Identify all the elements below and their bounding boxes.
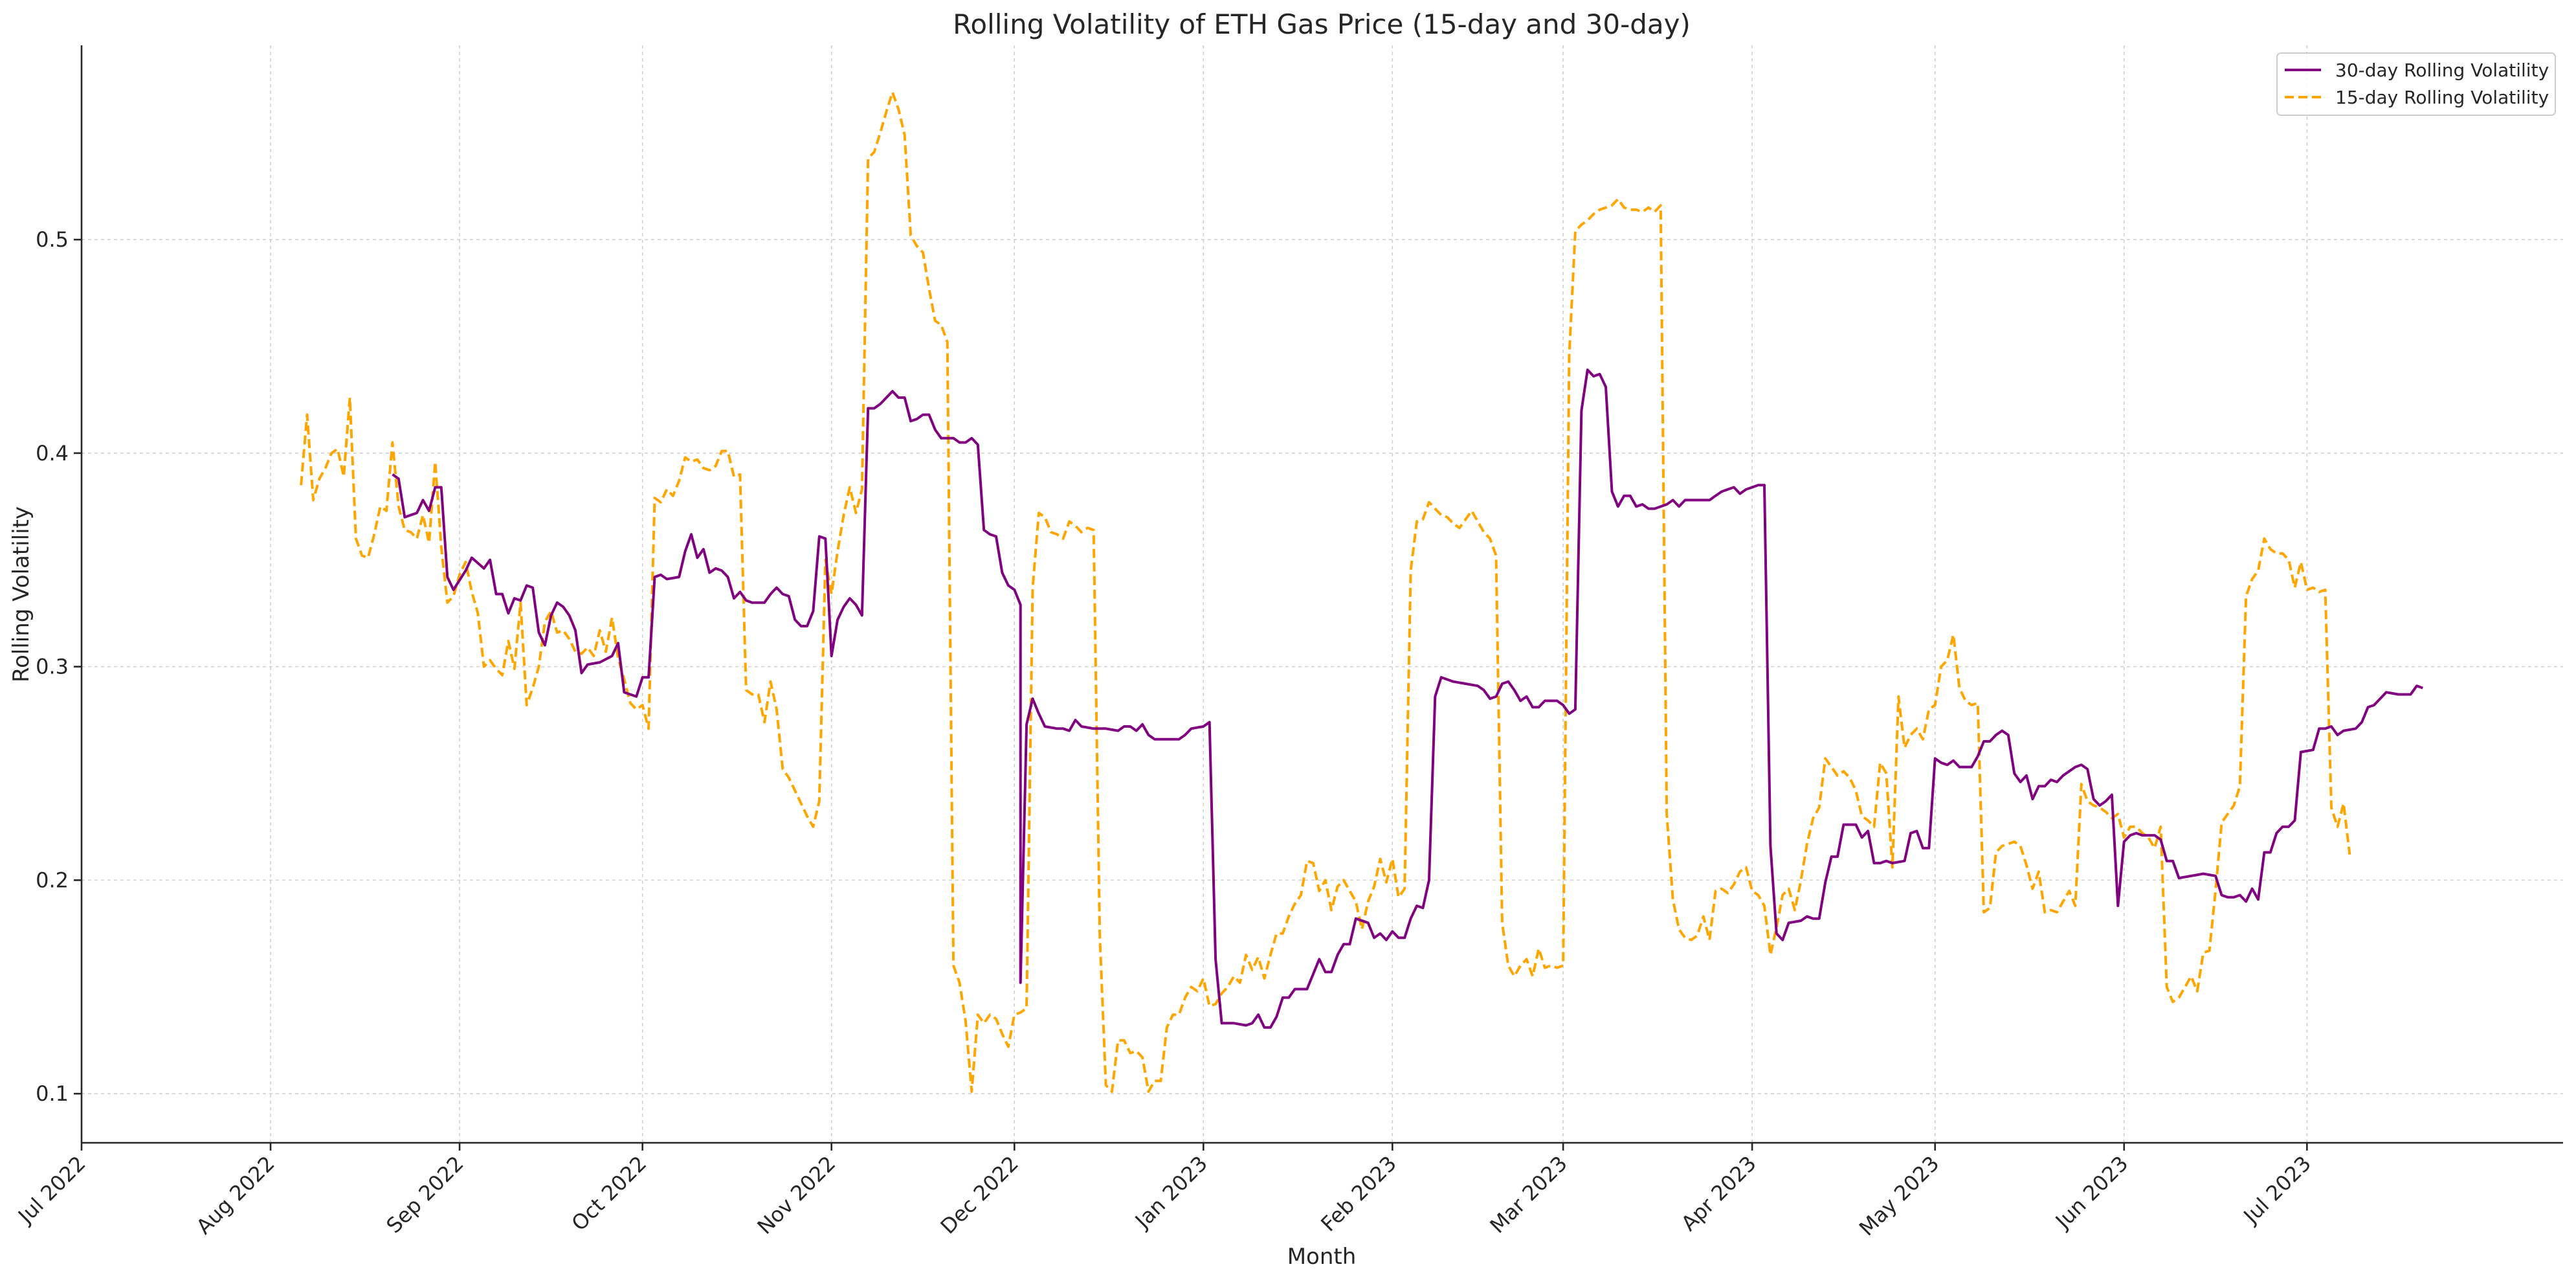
y-tick-label: 0.4 (36, 441, 69, 466)
y-tick-label: 0.5 (36, 227, 69, 252)
series-line-30-day (392, 368, 2423, 1029)
y-axis-label: Rolling Volatility (8, 506, 34, 682)
plot-area (300, 91, 2423, 1093)
series-line-15-day (300, 91, 2351, 1093)
x-axis-label: Month (1287, 1244, 1357, 1270)
legend: 30-day Rolling Volatility 15-day Rolling… (2276, 52, 2556, 116)
legend-label-15-day: 15-day Rolling Volatility (2335, 87, 2549, 108)
y-tick-label: 0.1 (36, 1081, 69, 1106)
axes (80, 45, 2563, 1144)
legend-label-30-day: 30-day Rolling Volatility (2335, 60, 2549, 81)
y-axis-ticks: 0.1 0.2 0.3 0.4 0.5 (36, 227, 82, 1106)
legend-box (2276, 52, 2556, 116)
chart-title: Rolling Volatility of ETH Gas Price (15-… (953, 8, 1691, 40)
grid (81, 45, 2563, 1143)
y-tick-label: 0.2 (36, 868, 69, 892)
y-tick-label: 0.3 (36, 655, 69, 679)
